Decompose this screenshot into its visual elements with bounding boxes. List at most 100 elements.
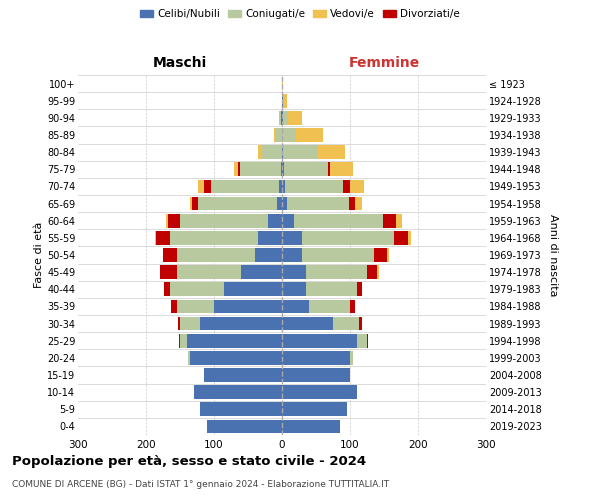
Bar <box>350 300 355 314</box>
Bar <box>255 248 282 262</box>
Bar <box>377 266 379 279</box>
Bar <box>282 94 283 108</box>
Bar <box>204 368 282 382</box>
Bar <box>282 180 286 194</box>
Text: Popolazione per età, sesso e stato civile - 2024: Popolazione per età, sesso e stato civil… <box>12 455 366 468</box>
Bar <box>282 282 306 296</box>
Bar <box>214 300 282 314</box>
Bar <box>240 162 281 176</box>
Legend: Celibi/Nubili, Coniugati/e, Vedovi/e, Divorziati/e: Celibi/Nubili, Coniugati/e, Vedovi/e, Di… <box>136 5 464 24</box>
Bar <box>190 196 191 210</box>
Bar <box>199 196 277 210</box>
Bar <box>329 162 353 176</box>
Bar <box>180 334 187 347</box>
Bar <box>166 214 168 228</box>
Bar <box>262 146 282 159</box>
Y-axis label: Fasce di età: Fasce di età <box>34 222 44 288</box>
Bar <box>283 94 284 108</box>
Bar <box>188 351 190 364</box>
Bar <box>355 196 362 210</box>
Bar <box>349 196 355 210</box>
Bar <box>160 266 176 279</box>
Bar <box>156 231 170 244</box>
Bar <box>282 76 283 90</box>
Bar <box>282 402 347 416</box>
Bar <box>170 282 224 296</box>
Bar <box>190 351 282 364</box>
Bar <box>396 214 401 228</box>
Bar <box>171 300 176 314</box>
Bar <box>278 180 282 194</box>
Bar <box>176 300 214 314</box>
Bar <box>282 196 287 210</box>
Bar <box>180 316 200 330</box>
Bar <box>275 128 282 142</box>
Bar <box>278 111 281 124</box>
Text: Maschi: Maschi <box>153 56 207 70</box>
Bar <box>394 231 408 244</box>
Bar <box>211 180 278 194</box>
Bar <box>306 266 367 279</box>
Bar <box>170 231 258 244</box>
Bar <box>408 231 411 244</box>
Text: COMUNE DI ARCENE (BG) - Dati ISTAT 1° gennaio 2024 - Elaborazione TUTTITALIA.IT: COMUNE DI ARCENE (BG) - Dati ISTAT 1° ge… <box>12 480 389 489</box>
Bar <box>309 300 350 314</box>
Bar <box>207 420 282 434</box>
Bar <box>274 128 275 142</box>
Bar <box>282 334 357 347</box>
Bar <box>282 300 309 314</box>
Bar <box>176 248 255 262</box>
Bar <box>204 180 211 194</box>
Bar <box>281 111 282 124</box>
Text: Femmine: Femmine <box>349 56 419 70</box>
Bar <box>282 266 306 279</box>
Bar <box>350 351 353 364</box>
Bar <box>277 196 282 210</box>
Bar <box>333 316 359 330</box>
Bar <box>176 266 241 279</box>
Bar <box>367 334 368 347</box>
Bar <box>283 146 317 159</box>
Bar <box>282 214 294 228</box>
Bar <box>306 282 357 296</box>
Bar <box>343 180 350 194</box>
Bar <box>155 231 156 244</box>
Bar <box>194 386 282 399</box>
Bar <box>191 196 199 210</box>
Bar <box>224 282 282 296</box>
Bar <box>302 248 374 262</box>
Bar <box>286 180 343 194</box>
Bar <box>282 368 350 382</box>
Bar <box>200 402 282 416</box>
Bar <box>383 214 396 228</box>
Bar <box>168 214 180 228</box>
Bar <box>282 420 340 434</box>
Bar <box>374 248 388 262</box>
Bar <box>350 180 364 194</box>
Bar <box>287 196 349 210</box>
Bar <box>241 266 282 279</box>
Bar <box>388 248 389 262</box>
Bar <box>284 94 287 108</box>
Bar <box>328 162 329 176</box>
Bar <box>258 231 282 244</box>
Bar <box>367 266 377 279</box>
Bar <box>294 214 383 228</box>
Bar <box>163 248 176 262</box>
Bar <box>180 214 268 228</box>
Bar <box>282 351 350 364</box>
Bar <box>282 386 357 399</box>
Bar <box>179 334 180 347</box>
Bar <box>235 162 238 176</box>
Bar <box>282 248 302 262</box>
Bar <box>357 282 362 296</box>
Bar <box>282 316 333 330</box>
Bar <box>178 316 180 330</box>
Bar <box>296 128 323 142</box>
Bar <box>282 128 296 142</box>
Bar <box>238 162 240 176</box>
Y-axis label: Anni di nascita: Anni di nascita <box>548 214 559 296</box>
Bar <box>199 180 204 194</box>
Bar <box>282 231 302 244</box>
Bar <box>284 162 328 176</box>
